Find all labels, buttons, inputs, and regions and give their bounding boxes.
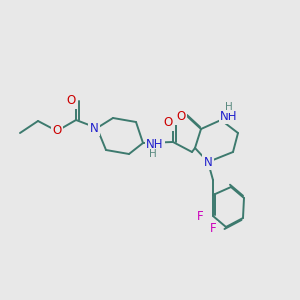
Text: H: H (149, 149, 157, 159)
Text: F: F (210, 223, 216, 236)
Text: O: O (52, 124, 62, 137)
Text: O: O (66, 94, 76, 107)
Text: O: O (164, 116, 172, 130)
Text: H: H (225, 102, 233, 112)
Text: N: N (90, 122, 98, 134)
Text: N: N (204, 155, 212, 169)
Text: NH: NH (146, 139, 164, 152)
Text: F: F (197, 209, 203, 223)
Text: O: O (176, 110, 186, 124)
Text: NH: NH (220, 110, 238, 122)
